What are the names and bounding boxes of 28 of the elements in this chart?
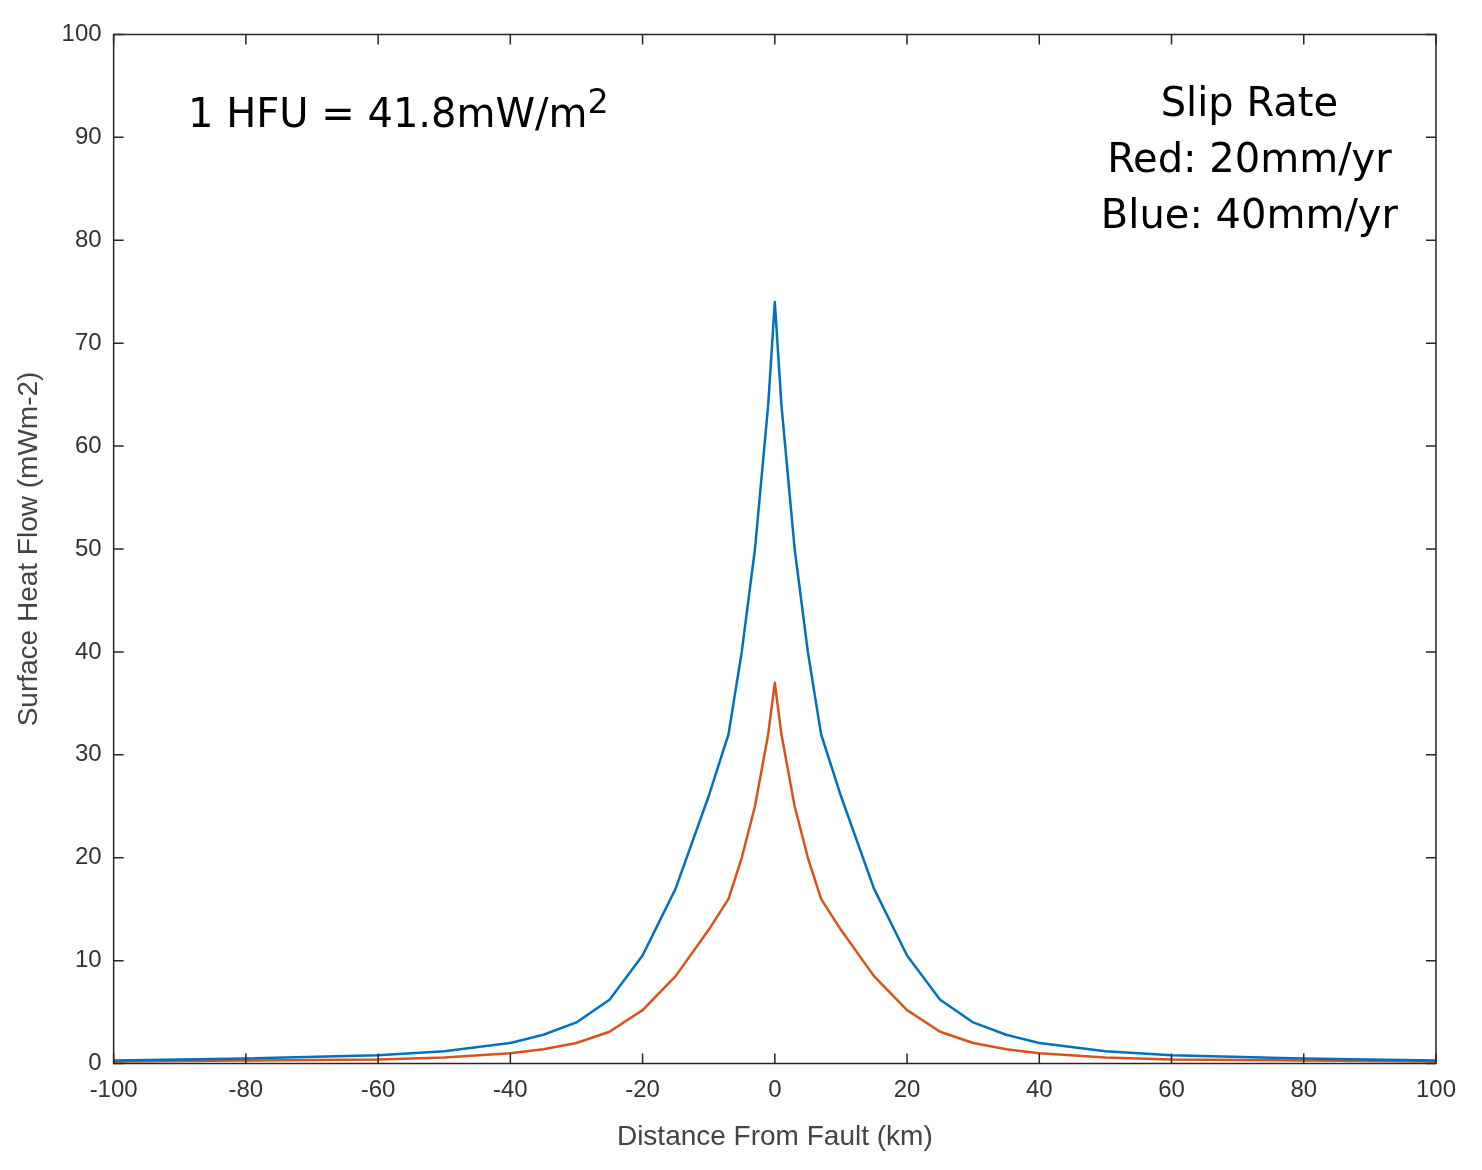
x-tick-label: -20 bbox=[625, 1074, 660, 1102]
y-tick-label: 70 bbox=[74, 327, 102, 355]
annotation: Blue: 40mm/yr bbox=[1100, 190, 1398, 239]
y-tick-label: 60 bbox=[74, 430, 102, 458]
annotation: Slip Rate bbox=[1159, 78, 1340, 127]
y-tick-label: 50 bbox=[74, 533, 102, 561]
x-tick-label: 0 bbox=[768, 1074, 782, 1102]
x-tick-label: 100 bbox=[1415, 1074, 1456, 1102]
x-axis-title: Distance From Fault (km) bbox=[616, 1119, 933, 1151]
annotation: Red: 20mm/yr bbox=[1106, 134, 1393, 183]
x-tick-label: -40 bbox=[493, 1074, 528, 1102]
y-tick-label: 0 bbox=[88, 1048, 102, 1076]
y-tick-label: 100 bbox=[61, 19, 102, 47]
annotation: 1 HFU = 41.8mW/m$^{2}$ bbox=[188, 81, 609, 139]
y-tick-label: 40 bbox=[74, 636, 102, 664]
x-tick-label: -60 bbox=[360, 1074, 396, 1102]
y-tick-label: 80 bbox=[74, 224, 102, 252]
x-tick-label: -80 bbox=[228, 1074, 264, 1102]
x-tick-label: 40 bbox=[1025, 1074, 1053, 1102]
y-tick-label: 10 bbox=[74, 945, 102, 973]
y-axis-title: Surface Heat Flow (mWm-2) bbox=[11, 371, 43, 727]
y-tick-label: 30 bbox=[74, 739, 102, 767]
y-tick-label: 20 bbox=[74, 842, 102, 870]
x-tick-label: 60 bbox=[1158, 1074, 1185, 1102]
x-tick-label: -100 bbox=[89, 1074, 138, 1102]
y-tick-label: 90 bbox=[74, 121, 102, 149]
x-tick-label: 80 bbox=[1290, 1074, 1318, 1102]
x-tick-label: 20 bbox=[893, 1074, 921, 1102]
